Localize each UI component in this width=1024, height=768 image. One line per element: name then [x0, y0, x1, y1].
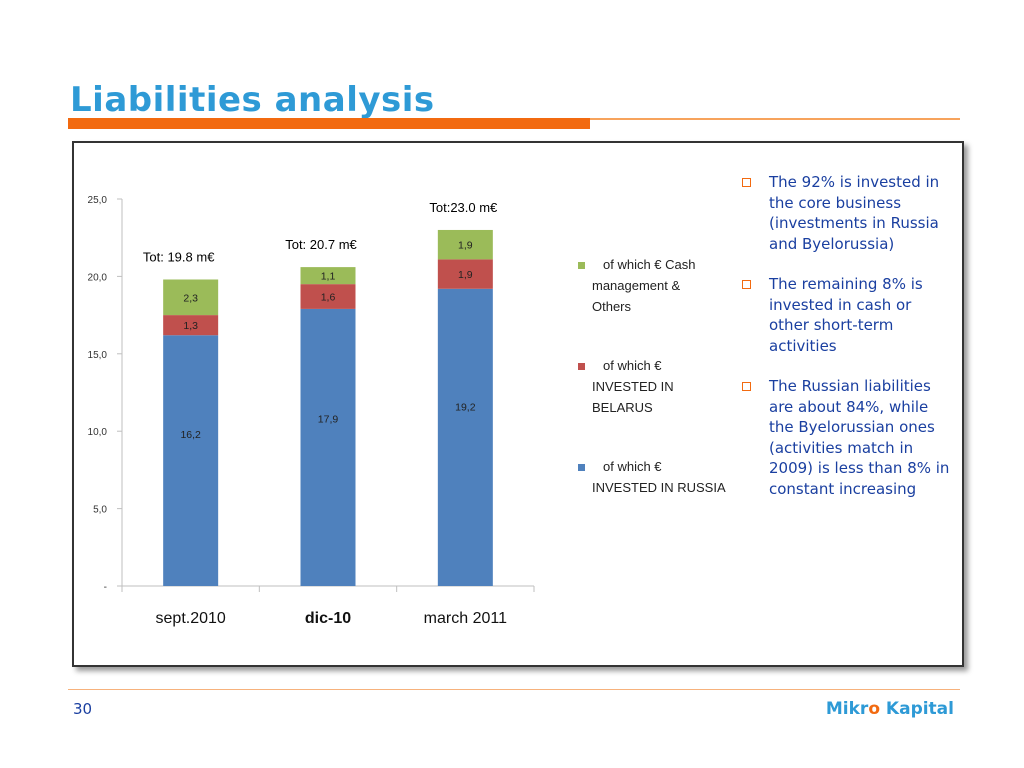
page-number: 30 [73, 700, 93, 718]
y-tick-label: - [104, 582, 107, 593]
x-category-label: march 2011 [424, 610, 507, 627]
x-category-label: sept.2010 [156, 610, 226, 627]
total-label: Tot:23.0 m€ [429, 200, 498, 215]
data-label: 17,9 [318, 414, 339, 426]
brand-text-part: Kapital [880, 699, 954, 719]
legend-label: of which € [603, 459, 662, 474]
square-bullet-icon [742, 178, 751, 187]
bullet-item: The remaining 8% is invested in cash or … [740, 274, 950, 356]
data-label: 1,1 [321, 271, 336, 283]
data-label: 19,2 [455, 402, 476, 414]
title-underline-thin [590, 118, 960, 120]
data-label: 1,9 [458, 269, 473, 281]
legend-swatch [578, 363, 585, 370]
data-label: 1,9 [458, 240, 473, 252]
y-tick-label: 15,0 [88, 350, 108, 361]
title-underline-thick [68, 118, 590, 129]
chart-panel [72, 141, 964, 667]
y-tick-label: 5,0 [93, 505, 107, 516]
data-label: 2,3 [183, 292, 198, 304]
y-tick-label: 10,0 [88, 427, 108, 438]
bar-segment [437, 229, 493, 260]
bar-segment [437, 259, 493, 289]
x-category-label: dic-10 [305, 610, 351, 627]
square-bullet-icon [742, 382, 751, 391]
bar-segment [437, 288, 493, 586]
legend-label: of which € Cash [603, 257, 696, 272]
bar-segment [300, 308, 356, 586]
chart-legend: of which € Cash management & Others of whic… [578, 257, 726, 495]
bullet-text: The remaining 8% is invested in cash or … [769, 275, 923, 355]
bullet-item: The Russian liabilities are about 84%, w… [740, 376, 950, 499]
brand-text-accent: o [868, 699, 880, 719]
legend-swatch [578, 262, 585, 269]
bar-segment [300, 284, 356, 309]
data-label: 1,6 [321, 292, 336, 304]
bullet-item: The 92% is invested in the core business… [740, 172, 950, 254]
brand-text-part: Mikr [825, 699, 869, 719]
footer-divider [68, 689, 960, 690]
square-bullet-icon [742, 280, 751, 289]
legend-label: management & [592, 278, 680, 293]
legend-label: BELARUS [592, 400, 653, 415]
legend-swatch [578, 464, 585, 471]
data-label: 1,3 [183, 320, 198, 332]
chart-labels: 16,2 1,3 2,3 Tot: 19.8 m€ sept.2010 17,9 1,6 1,… [143, 200, 507, 627]
bullet-text: The Russian liabilities are about 84%, w… [769, 377, 950, 498]
bar-segment [300, 267, 356, 285]
bullet-list: The 92% is invested in the core business… [740, 172, 950, 519]
data-label: 16,2 [180, 429, 201, 441]
stacked-bar-chart: - 5,0 10,0 15,0 20,0 25,0 16,2 1,3 2,3 Tot: 19.8… [88, 195, 726, 627]
bar-segment [163, 335, 219, 586]
legend-label: of which € [603, 358, 662, 373]
total-label: Tot: 19.8 m€ [143, 249, 215, 264]
y-tick-label: 25,0 [88, 195, 108, 206]
legend-label: Others [592, 299, 632, 314]
total-label: Tot: 20.7 m€ [285, 237, 357, 252]
brand-logo-text: Mikro Kapital [826, 699, 954, 719]
bullet-text: The 92% is invested in the core business… [769, 173, 940, 253]
legend-label: INVESTED IN RUSSIA [592, 480, 726, 495]
bar-segment [163, 279, 219, 316]
y-tick-label: 20,0 [88, 272, 108, 283]
legend-label: INVESTED IN [592, 379, 674, 394]
bar-segment [163, 315, 219, 336]
slide-title: Liabilities analysis [70, 80, 435, 120]
chart-bars [163, 229, 493, 586]
